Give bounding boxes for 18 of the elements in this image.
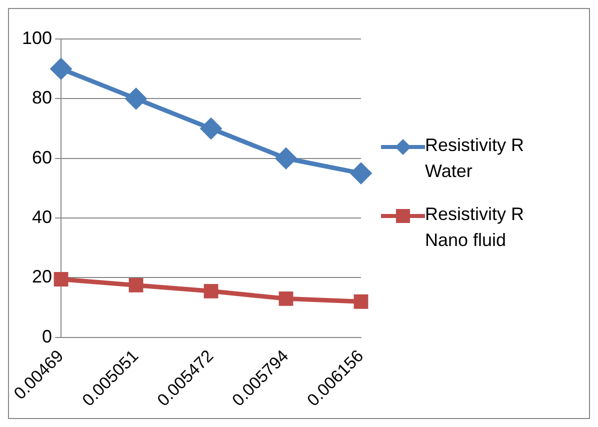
point [54,272,68,286]
y-tick-label: 20 [32,266,52,287]
y-tick-label: 100 [22,28,52,48]
y-tick-label: 0 [42,326,52,346]
y-tick-label: 80 [32,88,52,108]
point [200,118,222,139]
legend-label: Resistivity R Nano fluid [425,202,526,252]
point [276,148,296,169]
point [350,163,372,184]
y-tick-label: 60 [32,147,52,168]
point [50,58,72,80]
point [128,278,144,292]
point [354,294,368,309]
point [204,284,218,298]
y-tick-label: 40 [32,207,52,228]
point [278,291,294,306]
point [126,88,146,109]
legend-label: Resistivity R Water [425,134,526,182]
